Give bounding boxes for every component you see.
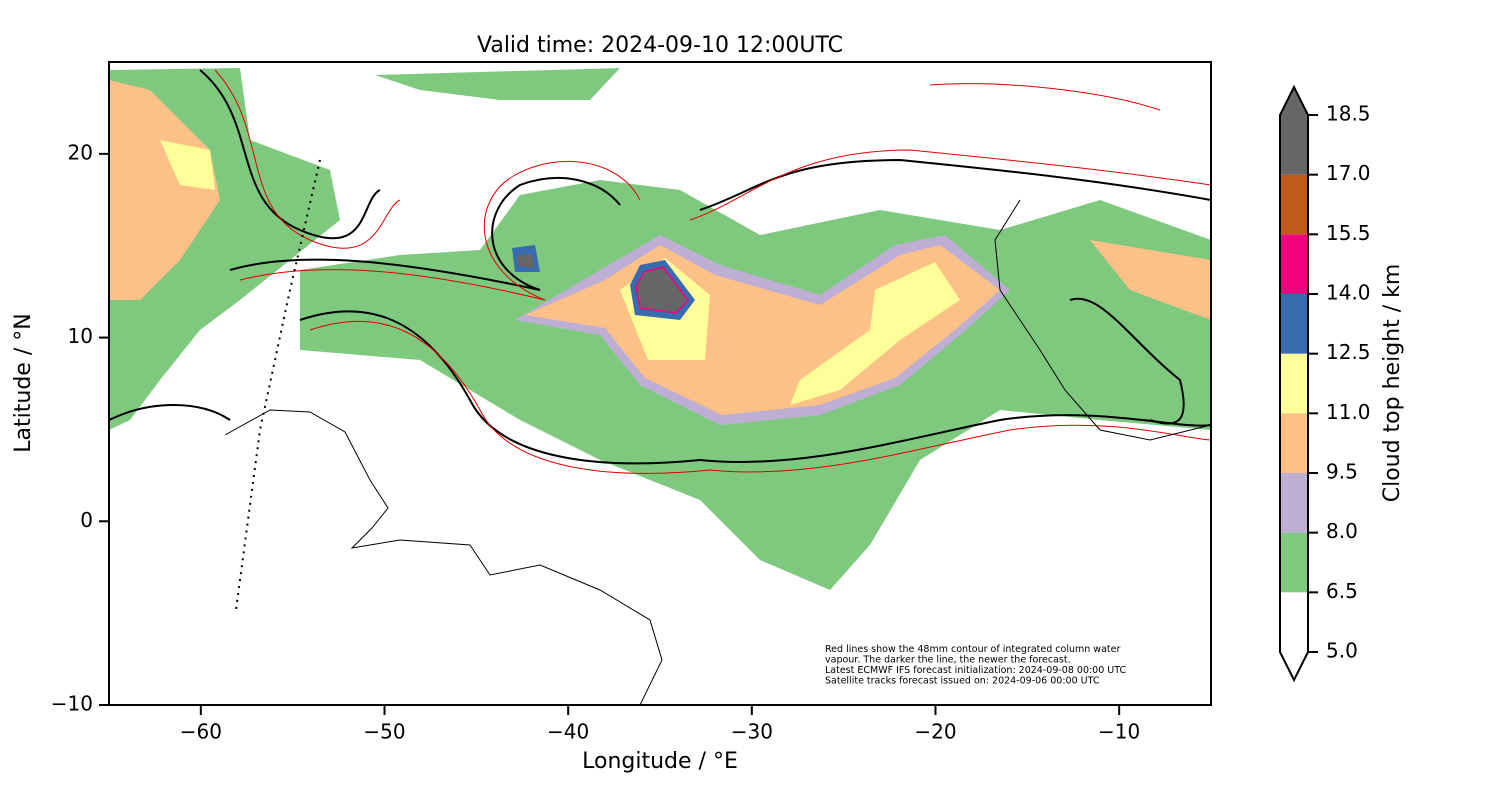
- x-axis-label: Longitude / °E: [582, 749, 738, 774]
- plot-frame: [108, 61, 1212, 706]
- cloud-field: [375, 68, 620, 100]
- colorbar-tick-label: 5.0: [1326, 639, 1358, 663]
- cloud-field: [517, 254, 534, 268]
- colorbar-tick-label: 15.5: [1326, 221, 1371, 245]
- water-vapour-contours: [214, 69, 1211, 474]
- annotation-line: Red lines show the 48mm contour of integ…: [825, 644, 1120, 655]
- x-tick-label: −20: [914, 720, 956, 744]
- colorbar-label: Cloud top height / km: [1380, 264, 1405, 503]
- x-tick-label: −50: [363, 720, 405, 744]
- colorbar-tick-label: 6.5: [1326, 579, 1358, 603]
- colorbar-tick-label: 18.5: [1326, 102, 1371, 126]
- colorbar-tick-label: 11.0: [1326, 400, 1371, 424]
- colorbar-extend-max: [1280, 87, 1308, 115]
- cloud-field: [1090, 240, 1211, 320]
- colorbar-bin: [1280, 532, 1308, 593]
- cloud-field: [790, 262, 960, 405]
- colorbar-tick-label: 14.0: [1326, 281, 1371, 305]
- y-tick-label: 10: [68, 324, 93, 348]
- x-tick-label: −10: [1098, 720, 1140, 744]
- colorbar-extend-min: [1280, 652, 1308, 680]
- annotation: Red lines show the 48mm contour of integ…: [825, 644, 1126, 687]
- colorbar-tick-label: 9.5: [1326, 460, 1358, 484]
- colorbar-bin: [1280, 353, 1308, 414]
- y-axis-label: Latitude / °N: [11, 313, 36, 452]
- y-tick-label: 20: [68, 140, 93, 164]
- colorbar-tick-label: 12.5: [1326, 340, 1371, 364]
- colorbar-bin: [1280, 174, 1308, 235]
- contours: [109, 69, 1211, 465]
- colorbar-bin: [1280, 294, 1308, 354]
- cloud-field: [635, 266, 689, 314]
- colorbar-tick-label: 8.0: [1326, 519, 1358, 543]
- x-tick-label: −60: [180, 720, 222, 744]
- colorbar-bin: [1280, 234, 1308, 294]
- annotation-line: Latest ECMWF IFS forecast initialization…: [825, 665, 1126, 676]
- annotation-line: Satellite tracks forecast issued on: 202…: [825, 676, 1100, 687]
- y-tick-label: 0: [80, 508, 93, 532]
- y-tick-label: −10: [51, 692, 93, 716]
- map-fields: [109, 68, 1211, 705]
- colorbar-bin: [1280, 592, 1308, 652]
- colorbar-tick-label: 17.0: [1326, 161, 1371, 185]
- cloud-field: [109, 80, 220, 300]
- x-tick-label: −30: [731, 720, 773, 744]
- cloud-field: [160, 140, 215, 190]
- colorbar-bin: [1280, 473, 1308, 533]
- colorbar-bin: [1280, 413, 1308, 473]
- colorbar-bin: [1280, 115, 1308, 175]
- coastline: [224, 199, 1211, 705]
- x-tick-label: −40: [547, 720, 589, 744]
- title: Valid time: 2024-09-10 12:00UTC: [477, 33, 843, 58]
- annotation-line: vapour. The darker the line, the newer t…: [825, 655, 1071, 666]
